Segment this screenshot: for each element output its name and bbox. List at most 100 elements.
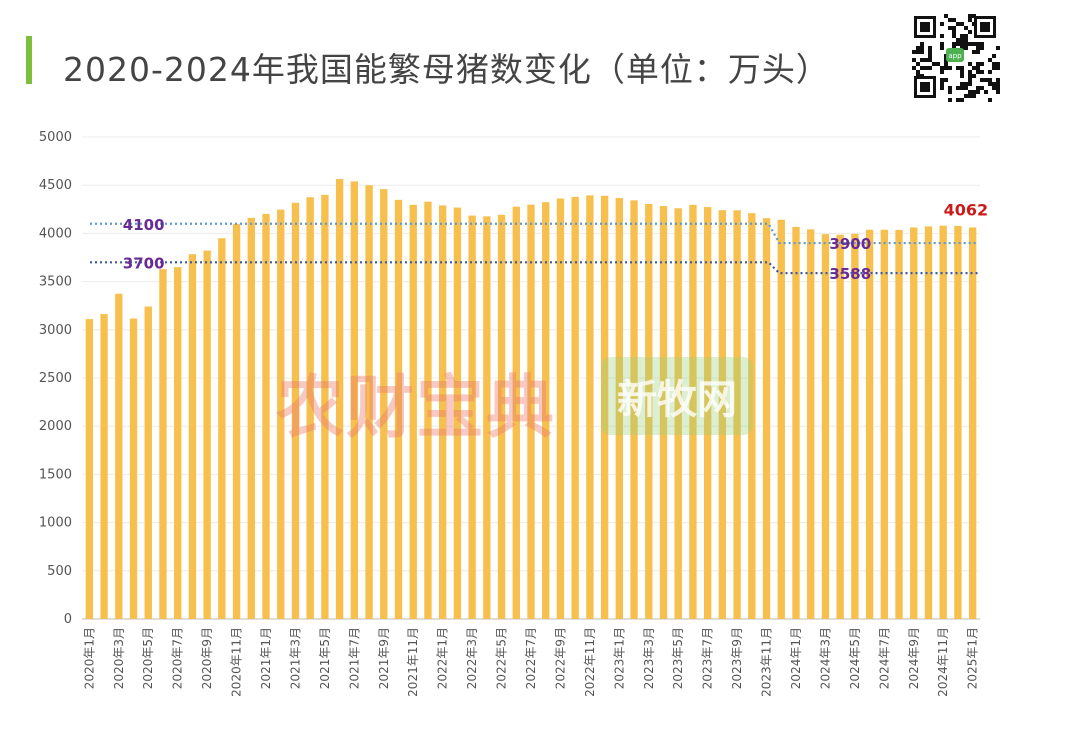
reference-line-label: 3700 [123,254,165,272]
x-tick-label: 2020年3月 [112,627,126,689]
adjusted-line-label: 3588 [829,265,871,283]
x-tick-label: 2020年1月 [82,627,96,689]
bar [748,213,756,619]
x-tick-label: 2024年3月 [818,627,832,689]
bar [792,226,800,619]
x-tick-label: 2023年7月 [701,627,715,689]
x-tick-label: 2023年9月 [730,627,744,689]
x-tick-label: 2020年9月 [200,627,214,689]
bar [350,181,359,619]
bar [247,217,255,620]
bar [851,233,859,620]
y-tick-label: 4500 [39,178,72,193]
x-tick-label: 2024年9月 [907,627,921,689]
x-tick-label: 2025年1月 [966,627,980,689]
x-axis: 2020年1月 2020年3月 2020年5月 2020年7月 2020年9月 2020年… [82,627,979,697]
bar [733,210,741,619]
x-tick-label: 2022年7月 [524,627,538,689]
y-tick-label: 500 [47,564,72,579]
bar [512,206,520,619]
bar-series [85,179,977,620]
x-tick-label: 2022年11月 [583,627,597,697]
bar [674,208,682,619]
x-tick-label: 2022年5月 [495,627,509,689]
bar [129,318,138,619]
reference-line [90,261,978,275]
x-tick-label: 2024年1月 [789,627,803,689]
bar [586,195,594,619]
bar [394,199,403,620]
watermark-right-box [601,357,753,435]
x-tick-label: 2022年3月 [465,627,479,689]
bar [645,203,653,620]
bar [968,227,977,619]
bar [218,238,226,619]
bar [188,254,197,619]
bar [365,185,373,619]
y-tick-label: 3000 [39,323,72,338]
qr-app-label: app [948,52,962,60]
qr-code: app [910,12,1000,102]
bar [939,225,947,620]
bar [762,218,771,619]
y-tick-label: 5000 [39,130,72,145]
x-tick-label: 2023年3月 [642,627,656,689]
bar [453,207,462,619]
y-tick-label: 4000 [39,226,72,241]
last-value-label: 4062 [944,200,989,219]
bar [115,293,123,619]
y-tick-label: 2000 [39,419,72,434]
x-tick-label: 2023年1月 [612,627,626,689]
bar [409,204,417,619]
y-tick-label: 2500 [39,371,72,386]
bar [497,214,506,619]
bar [527,204,535,620]
bar [600,195,609,619]
qr-app-logo [946,48,964,62]
y-tick-label: 0 [64,612,72,627]
y-axis: 0 500 1000 1500 2000 2500 3000 3500 4000 4500 5000 [39,130,72,627]
bar [277,209,285,619]
x-tick-label: 2020年7月 [171,627,185,689]
bar [100,314,108,619]
bar [438,205,447,619]
x-tick-label: 2023年11月 [760,627,774,697]
x-tick-label: 2024年11月 [936,627,950,697]
x-tick-label: 2020年11月 [230,627,244,697]
x-tick-label: 2021年1月 [259,627,273,689]
bar [335,179,344,619]
title-accent-bar [26,36,32,84]
bar [483,216,491,619]
x-tick-label: 2021年3月 [288,627,302,689]
bar [910,227,918,619]
bar [556,198,565,619]
bar [821,234,830,619]
bar [571,196,579,620]
reference-lines: 4100 3900 3700 3588 [90,216,978,283]
x-tick-label: 2021年7月 [347,627,361,689]
bar [144,306,152,619]
chart-title: 2020-2024年我国能繁母猪数变化（单位：万头） [63,50,830,89]
x-tick-label: 2021年5月 [318,627,332,689]
bar [630,200,638,620]
x-tick-label: 2020年5月 [141,627,155,689]
y-tick-label: 1500 [39,467,72,482]
x-tick-label: 2022年1月 [436,627,450,689]
bar [954,225,962,619]
x-tick-label: 2021年9月 [377,627,391,689]
x-tick-label: 2024年5月 [848,627,862,689]
bar [203,250,211,619]
x-tick-label: 2021年11月 [406,627,420,697]
bar [703,207,712,619]
bar [174,267,182,619]
bar [615,198,624,620]
bar [836,234,844,619]
bar [542,202,550,620]
bar [880,229,888,619]
bar [306,197,314,619]
bar [159,269,167,619]
bar [924,226,933,619]
x-tick-label: 2022年9月 [553,627,567,689]
reference-line-label: 4100 [123,216,165,234]
